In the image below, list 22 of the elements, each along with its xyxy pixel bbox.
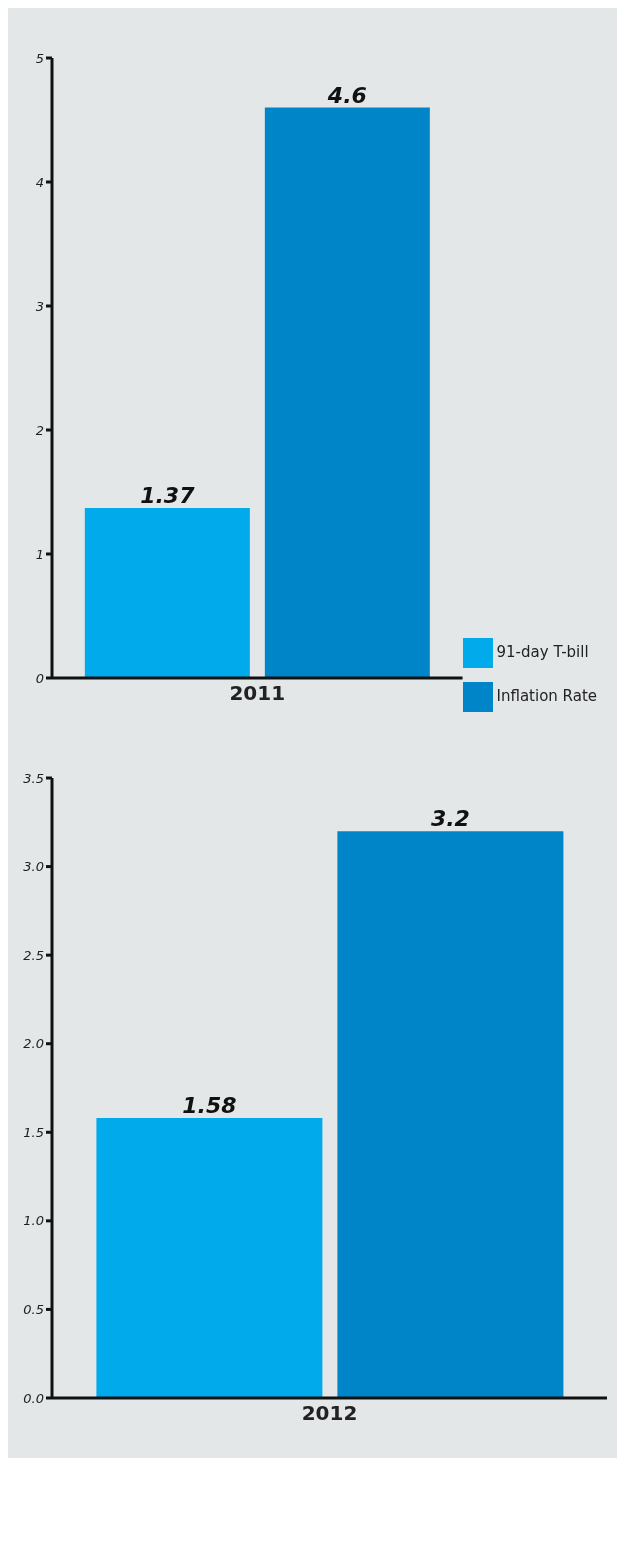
y-tick-label: 0.5 bbox=[23, 1302, 44, 1318]
data-label: 1.58 bbox=[182, 1093, 237, 1119]
y-tick-label: 1.0 bbox=[23, 1213, 44, 1229]
y-tick-label: 3 bbox=[35, 298, 44, 314]
y-tick-label: 1 bbox=[35, 546, 44, 562]
y-tick-label: 5 bbox=[35, 50, 44, 66]
data-label: 4.6 bbox=[326, 82, 367, 108]
legend-label: 91-day T-bill bbox=[496, 643, 589, 661]
y-tick-label: 2.0 bbox=[23, 1036, 44, 1052]
legend-label: Inflation Rate bbox=[496, 687, 597, 705]
x-tick-label: 2011 bbox=[229, 681, 286, 706]
y-tick-label: 0 bbox=[35, 670, 44, 686]
y-tick-label: 3.5 bbox=[23, 770, 44, 786]
x-tick-label: 2012 bbox=[301, 1401, 358, 1426]
y-tick-label: 2 bbox=[35, 422, 44, 438]
data-label: 1.37 bbox=[140, 483, 196, 509]
y-tick-label: 4 bbox=[35, 174, 44, 190]
data-label: 3.2 bbox=[430, 806, 470, 832]
y-tick-label: 1.5 bbox=[23, 1124, 44, 1140]
y-tick-label: 3.0 bbox=[23, 859, 44, 875]
y-tick-label: 2.5 bbox=[23, 947, 44, 963]
y-tick-label: 0.0 bbox=[23, 1390, 44, 1406]
